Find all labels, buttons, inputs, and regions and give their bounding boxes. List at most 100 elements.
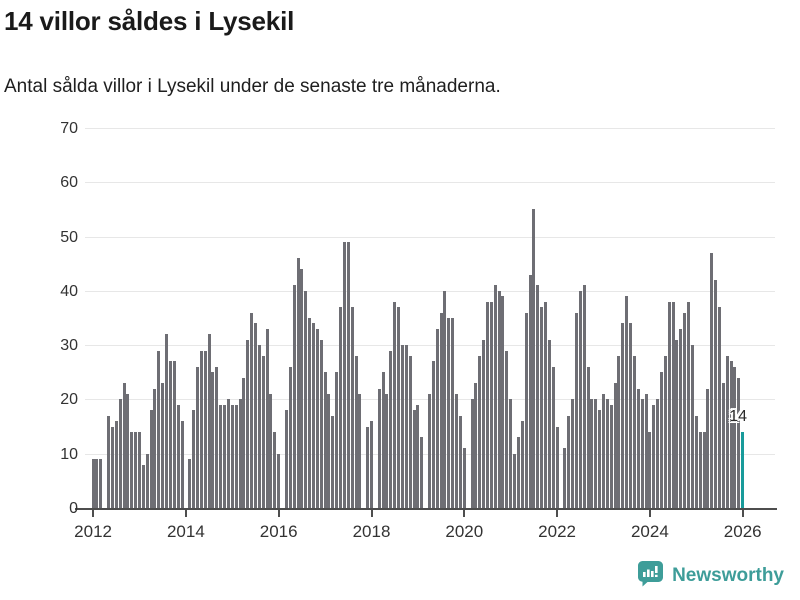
bar	[497, 290, 501, 508]
bar	[172, 361, 176, 508]
bar	[118, 399, 122, 508]
bar	[153, 388, 157, 508]
bar	[242, 377, 246, 508]
bar	[404, 345, 408, 508]
bar	[284, 410, 288, 508]
gridline	[85, 345, 775, 347]
bar	[234, 404, 238, 508]
bar	[458, 415, 462, 508]
page-title: 14 villor såldes i Lysekil	[4, 6, 295, 36]
bar	[594, 399, 598, 508]
bar	[470, 399, 474, 508]
bar	[544, 301, 547, 508]
bar	[718, 307, 721, 508]
bar	[350, 307, 354, 508]
x-tick-label: 2014	[166, 522, 205, 541]
bar	[122, 383, 126, 508]
bar	[381, 372, 385, 508]
bar	[640, 399, 644, 508]
bar	[474, 383, 478, 508]
bar	[683, 312, 687, 508]
bar	[312, 323, 315, 508]
bar	[435, 328, 439, 508]
bar	[520, 421, 524, 508]
bar	[416, 404, 420, 508]
y-tick-label: 40	[60, 282, 78, 300]
bar	[110, 426, 114, 508]
brand-footer[interactable]: Newsworthy	[637, 560, 784, 592]
bar	[725, 356, 729, 508]
bar	[370, 421, 373, 508]
bar	[323, 372, 327, 508]
bar	[95, 459, 99, 508]
bar	[489, 301, 493, 508]
bar	[516, 437, 520, 508]
chart-subtitle: Antal sålda villor i Lysekil under de se…	[4, 76, 501, 97]
bar	[230, 404, 234, 508]
bar	[211, 372, 215, 508]
bar	[447, 318, 451, 508]
bar	[91, 459, 95, 508]
bar	[663, 356, 667, 508]
bar	[578, 290, 582, 508]
brand-name: Newsworthy	[672, 565, 784, 586]
bar	[107, 415, 111, 508]
bar	[687, 301, 691, 508]
bar	[308, 318, 312, 508]
bar	[346, 242, 350, 508]
bar	[420, 437, 424, 508]
x-tick-label: 2012	[74, 522, 113, 541]
bar	[632, 356, 636, 508]
bar	[574, 312, 578, 508]
bar	[571, 399, 575, 508]
bar	[710, 252, 714, 508]
bar	[439, 312, 443, 508]
bar	[605, 399, 609, 508]
bar	[389, 350, 393, 508]
highlight-value-label: 14	[729, 408, 747, 425]
bar	[315, 328, 319, 508]
bar	[215, 366, 219, 508]
bar	[180, 421, 184, 508]
bar	[141, 464, 145, 508]
x-axis-line	[75, 508, 777, 510]
bar	[547, 339, 551, 508]
bar	[238, 399, 242, 508]
gridline	[85, 290, 775, 292]
y-tick-label: 70	[60, 119, 78, 137]
bar	[145, 453, 149, 508]
bar	[660, 372, 663, 508]
bar	[451, 318, 455, 508]
bar	[586, 366, 590, 508]
y-tick-label: 60	[60, 174, 78, 192]
bar	[613, 383, 617, 508]
bar	[393, 301, 397, 508]
bar	[319, 339, 323, 508]
bar	[331, 415, 335, 508]
bar	[400, 345, 404, 508]
bar	[288, 366, 292, 508]
bar	[300, 269, 304, 508]
x-tick-label: 2022	[538, 522, 577, 541]
x-tick-label: 2026	[723, 522, 762, 541]
bar	[296, 258, 300, 508]
x-tick-mark	[463, 510, 466, 517]
bar	[714, 280, 718, 508]
bar	[721, 383, 725, 508]
bar	[203, 350, 207, 508]
bar	[690, 345, 694, 508]
bar	[265, 328, 269, 508]
bar	[250, 312, 254, 508]
bar	[397, 307, 401, 508]
bar	[602, 394, 605, 508]
bar	[199, 350, 203, 508]
bar	[226, 399, 230, 508]
bar	[254, 323, 257, 508]
bar	[648, 432, 652, 508]
gridline	[85, 127, 775, 129]
highlighted-bar	[741, 432, 745, 508]
bar	[598, 410, 602, 508]
bar	[412, 410, 416, 508]
bar	[679, 328, 683, 508]
bar	[493, 285, 497, 508]
